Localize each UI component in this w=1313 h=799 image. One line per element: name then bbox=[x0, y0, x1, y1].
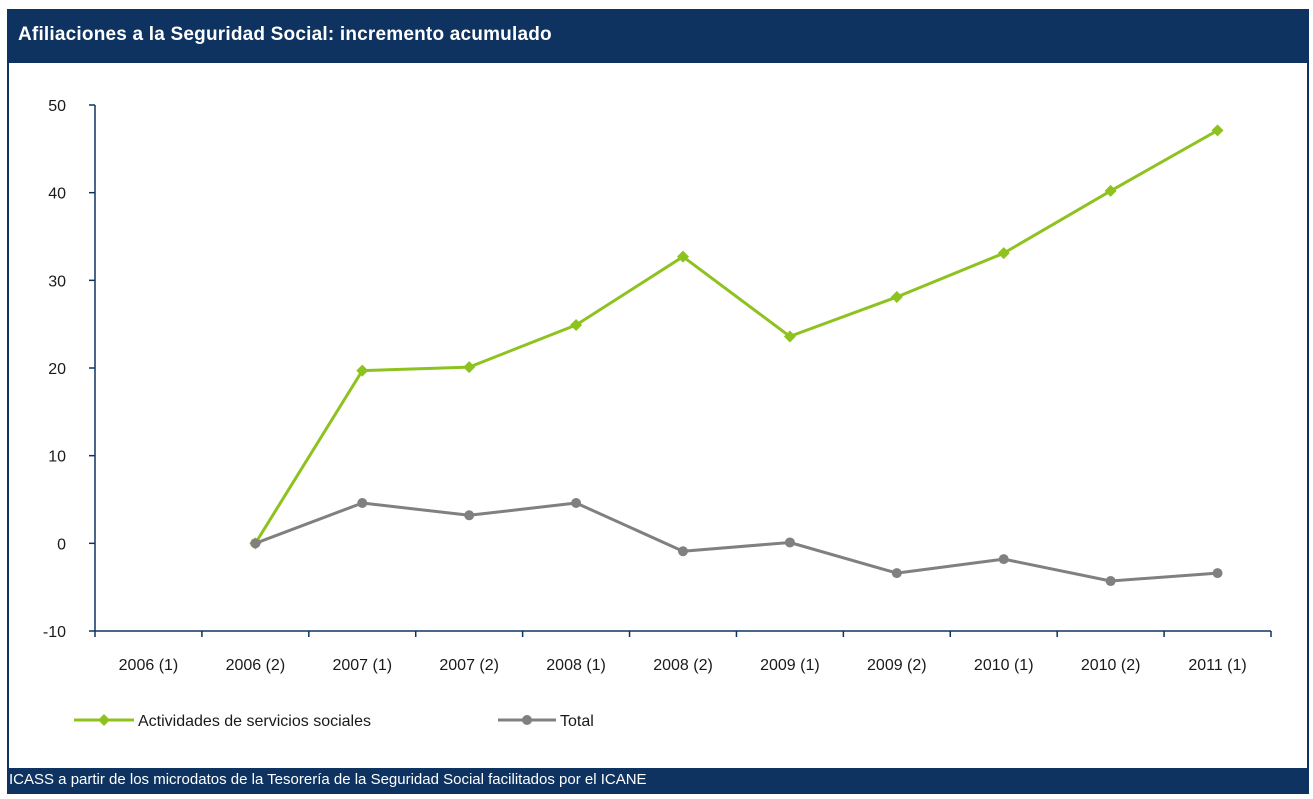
y-tick-label: 40 bbox=[48, 186, 66, 203]
data-point-diamond bbox=[997, 247, 1010, 260]
x-tick-label: 2010 (2) bbox=[1081, 657, 1141, 674]
legend-label-2: Total bbox=[560, 713, 594, 730]
chart-legend: Actividades de servicios sociales Total bbox=[74, 713, 594, 730]
x-tick-label: 2007 (1) bbox=[332, 657, 392, 674]
y-tick-label: 0 bbox=[57, 536, 66, 553]
data-point-circle bbox=[1105, 576, 1116, 587]
data-point-circle bbox=[891, 568, 902, 579]
source-note: ICASS a partir de los microdatos de la T… bbox=[9, 771, 647, 788]
data-point-circle bbox=[784, 537, 795, 548]
x-tick-label: 2008 (2) bbox=[653, 657, 713, 674]
data-point-diamond bbox=[1211, 124, 1224, 137]
chart-series bbox=[249, 124, 1224, 587]
data-point-diamond bbox=[570, 319, 583, 332]
series-line-2 bbox=[254, 501, 1218, 583]
legend-marker-diamond bbox=[98, 714, 110, 726]
data-point-diamond bbox=[1104, 184, 1117, 197]
x-tick-label: 2009 (1) bbox=[760, 657, 820, 674]
x-tick-label: 2007 (2) bbox=[439, 657, 499, 674]
data-point-diamond bbox=[463, 361, 476, 374]
data-point-circle bbox=[678, 546, 688, 557]
x-tick-label: 2009 (2) bbox=[867, 657, 927, 674]
x-tick-label: 2008 (1) bbox=[546, 657, 606, 674]
chart-frame: Afiliaciones a la Seguridad Social: incr… bbox=[7, 9, 1309, 794]
y-tick-label: 10 bbox=[48, 449, 66, 466]
data-point-diamond bbox=[677, 250, 689, 263]
chart-header: Afiliaciones a la Seguridad Social: incr… bbox=[9, 11, 1307, 63]
legend-label-1: Actividades de servicios sociales bbox=[138, 713, 371, 730]
x-axis-ticks: 2006 (1) 2006 (2) 2007 (1) 2007 (2) 2008 (1)… bbox=[94, 631, 1272, 674]
y-axis-ticks: -10 0 10 20 30 40 50 bbox=[43, 98, 95, 641]
chart-title: Afiliaciones a la Seguridad Social: incr… bbox=[18, 24, 552, 45]
y-tick-label: 30 bbox=[48, 273, 66, 290]
x-tick-label: 2010 (1) bbox=[974, 657, 1034, 674]
series-line-1 bbox=[254, 129, 1219, 545]
y-tick-label: -10 bbox=[43, 624, 66, 641]
data-point-circle bbox=[464, 510, 475, 521]
legend-marker-circle bbox=[522, 715, 532, 725]
y-tick-label: 50 bbox=[48, 98, 66, 115]
data-point-diamond bbox=[356, 364, 369, 377]
data-point-circle bbox=[357, 498, 368, 509]
data-point-circle bbox=[250, 538, 261, 549]
y-tick-label: 20 bbox=[48, 361, 66, 378]
data-point-circle bbox=[1212, 568, 1223, 579]
data-point-diamond bbox=[890, 290, 903, 303]
data-point-circle bbox=[571, 498, 582, 509]
data-point-circle bbox=[998, 554, 1009, 565]
data-point-diamond bbox=[783, 330, 796, 343]
x-tick-label: 2006 (1) bbox=[119, 657, 179, 674]
x-tick-label: 2006 (2) bbox=[226, 657, 286, 674]
chart-footer: ICASS a partir de los microdatos de la T… bbox=[9, 768, 1307, 792]
x-tick-label: 2011 (1) bbox=[1188, 657, 1246, 674]
